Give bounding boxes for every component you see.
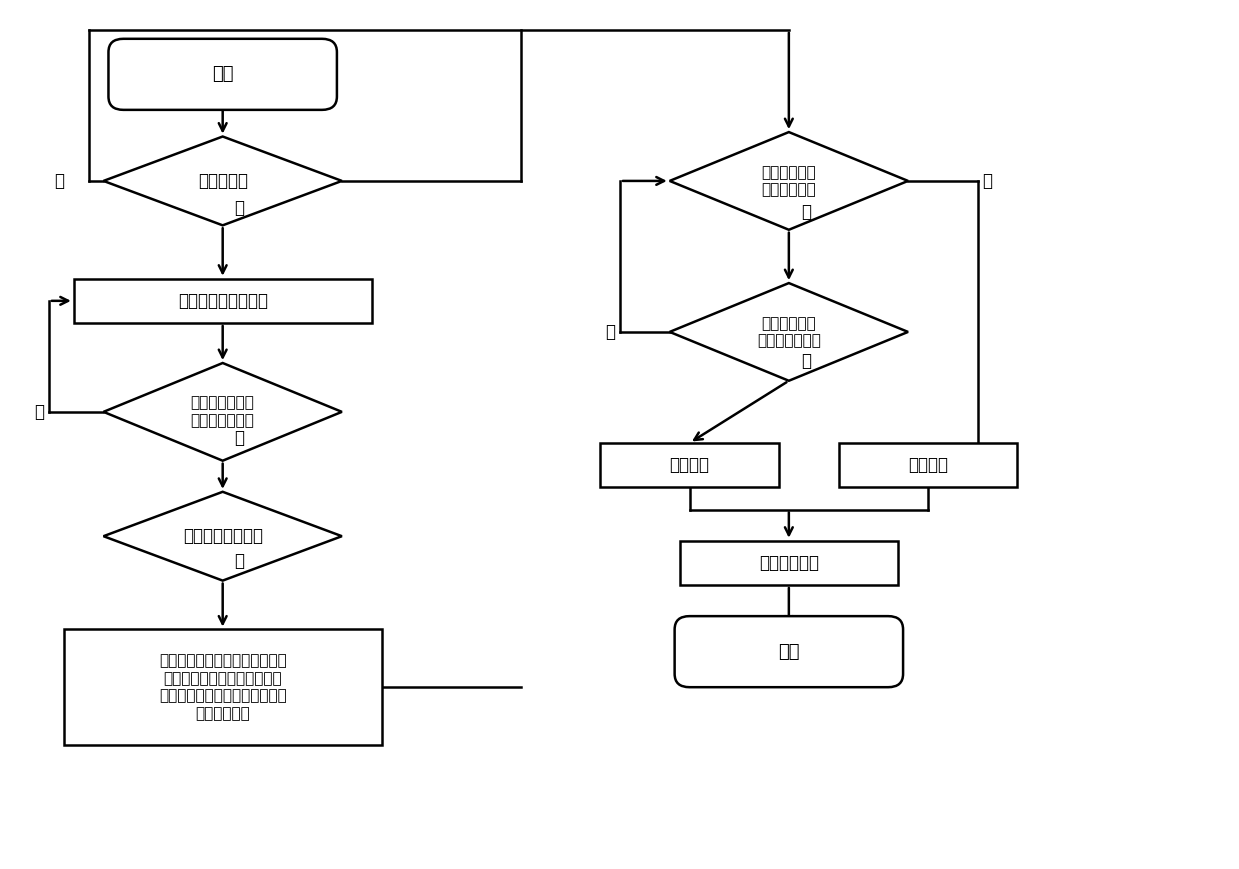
FancyBboxPatch shape [674, 616, 903, 687]
Polygon shape [669, 283, 908, 381]
Text: 压缩机即将停机？: 压缩机即将停机？ [182, 527, 263, 545]
Text: 是: 是 [234, 429, 244, 448]
Text: 否: 否 [33, 403, 43, 421]
FancyBboxPatch shape [109, 39, 337, 109]
Text: 数据有效: 数据有效 [669, 456, 710, 474]
Text: 结束: 结束 [778, 643, 799, 660]
Polygon shape [104, 492, 342, 580]
Bar [680, 541, 898, 585]
Polygon shape [104, 363, 342, 461]
Text: 退出测试模式: 退出测试模式 [758, 554, 819, 572]
Text: 用户操作？: 用户操作？ [198, 172, 248, 190]
Text: 数据无效: 数据无效 [908, 456, 948, 474]
Text: 否: 否 [605, 323, 615, 341]
Text: 压缩机起停次数计数: 压缩机起停次数计数 [177, 292, 268, 310]
Text: 是: 是 [983, 172, 992, 190]
Text: 否: 否 [234, 198, 244, 216]
Bar [600, 443, 779, 488]
Text: 是: 是 [800, 352, 810, 370]
Bar [63, 629, 382, 745]
Text: 测试模式持续
运行时间到达？: 测试模式持续 运行时间到达？ [757, 315, 820, 348]
Polygon shape [669, 132, 908, 229]
Text: 是: 是 [234, 552, 244, 570]
Bar [73, 279, 372, 323]
Text: 否: 否 [800, 203, 810, 221]
Text: 压缩机起停次数
达到最少要求？: 压缩机起停次数 达到最少要求？ [191, 395, 255, 428]
Bar [839, 443, 1017, 488]
Polygon shape [104, 136, 342, 225]
Text: 用户操作或满
足化霜条件？: 用户操作或满 足化霜条件？ [762, 165, 817, 197]
Text: 是: 是 [53, 172, 63, 190]
Text: 进入测试模式，控制压缩机固定
频率持续运转、开启所有电磁
阀、关闭冷藏风机和冷冻风机，
关闭冷藏风门: 进入测试模式，控制压缩机固定 频率持续运转、开启所有电磁 阀、关闭冷藏风机和冷冻… [159, 653, 286, 720]
Text: 开始: 开始 [212, 65, 233, 83]
